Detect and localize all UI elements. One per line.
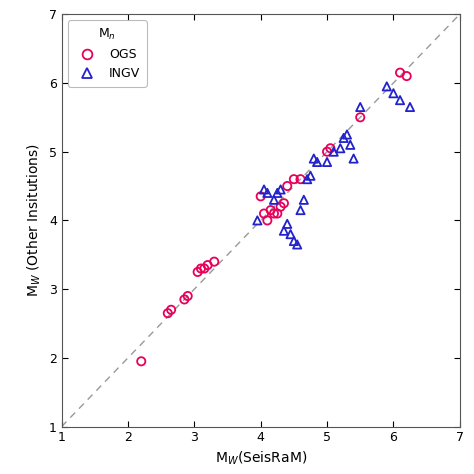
Point bbox=[287, 230, 294, 238]
Point bbox=[283, 182, 291, 190]
Point bbox=[297, 175, 304, 183]
Point bbox=[313, 158, 321, 166]
Point bbox=[137, 357, 145, 365]
Point bbox=[396, 96, 404, 104]
Point bbox=[356, 114, 364, 121]
Point bbox=[310, 155, 318, 162]
Point bbox=[167, 306, 175, 314]
Point bbox=[297, 206, 304, 214]
Point bbox=[290, 237, 298, 245]
Point bbox=[280, 227, 288, 235]
Point bbox=[270, 196, 278, 204]
Point bbox=[330, 148, 337, 155]
Point bbox=[323, 158, 331, 166]
Point bbox=[260, 186, 268, 193]
Point bbox=[293, 241, 301, 248]
Point bbox=[396, 69, 404, 76]
Point bbox=[264, 217, 271, 224]
Point bbox=[290, 175, 298, 183]
Point bbox=[210, 258, 218, 265]
Point bbox=[383, 82, 391, 90]
Point bbox=[273, 210, 281, 218]
Point bbox=[277, 186, 284, 193]
X-axis label: M$_W$(SeisRaM): M$_W$(SeisRaM) bbox=[215, 450, 307, 467]
Point bbox=[270, 210, 278, 218]
Point bbox=[197, 265, 205, 273]
Point bbox=[273, 189, 281, 197]
Point bbox=[267, 206, 274, 214]
Point bbox=[300, 196, 308, 204]
Point bbox=[406, 103, 414, 111]
Point bbox=[204, 261, 211, 269]
Point bbox=[264, 189, 271, 197]
Point bbox=[346, 141, 354, 149]
Legend: OGS, INGV: OGS, INGV bbox=[68, 20, 146, 87]
Point bbox=[184, 292, 191, 300]
Point bbox=[201, 265, 208, 273]
Point bbox=[260, 210, 268, 218]
Point bbox=[194, 268, 201, 276]
Point bbox=[390, 90, 397, 97]
Y-axis label: M$_W$ (Other Insitutions): M$_W$ (Other Insitutions) bbox=[26, 144, 43, 297]
Point bbox=[340, 134, 347, 142]
Point bbox=[257, 192, 264, 200]
Point bbox=[307, 172, 314, 180]
Point bbox=[350, 155, 357, 162]
Point bbox=[280, 200, 288, 207]
Point bbox=[277, 203, 284, 210]
Point bbox=[356, 103, 364, 111]
Point bbox=[181, 296, 188, 303]
Point bbox=[403, 73, 410, 80]
Point bbox=[303, 175, 311, 183]
Point bbox=[254, 217, 261, 224]
Point bbox=[327, 145, 334, 152]
Point bbox=[164, 310, 172, 317]
Point bbox=[337, 145, 344, 152]
Point bbox=[283, 220, 291, 228]
Point bbox=[343, 131, 351, 138]
Point bbox=[323, 148, 331, 155]
